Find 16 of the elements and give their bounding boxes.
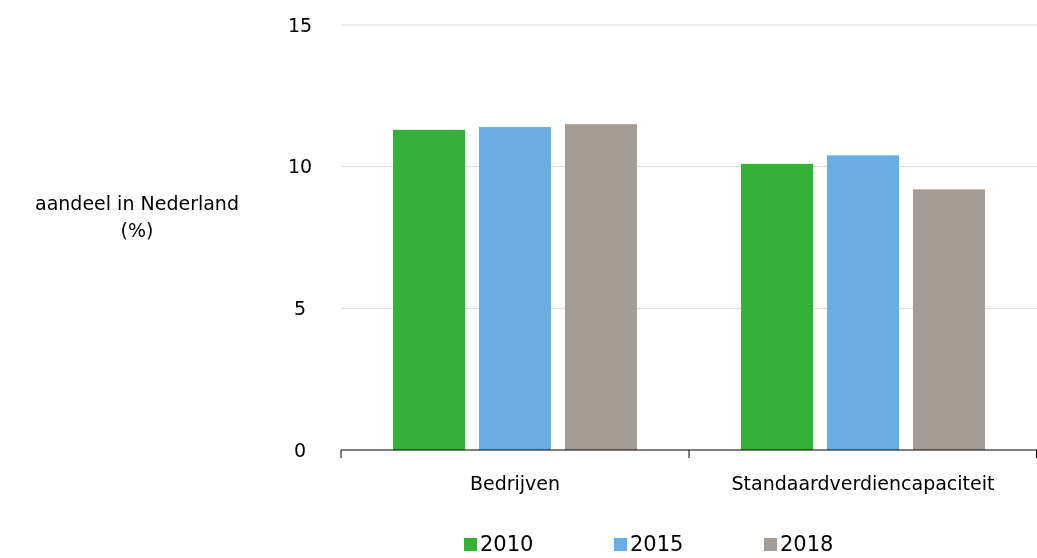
- y-axis-title: aandeel in Nederland (%): [35, 192, 239, 241]
- legend-label: 2018: [780, 532, 834, 556]
- y-tick-label: 10: [287, 155, 313, 178]
- y-tick-label: 15: [287, 13, 313, 36]
- y-tick-label: 5: [293, 296, 307, 319]
- bar: [741, 163, 814, 450]
- bar: [393, 129, 466, 450]
- bar: [912, 189, 985, 450]
- bar: [478, 127, 552, 450]
- legend-label: 2010: [480, 532, 534, 556]
- bar: [826, 155, 900, 450]
- bar: [564, 124, 637, 450]
- y-tick-label: 0: [293, 438, 307, 461]
- legend-label: 2015: [630, 532, 684, 556]
- x-tick-label: Bedrijven: [469, 472, 561, 494]
- x-tick-label: Standaardverdiencapaciteit: [731, 472, 995, 494]
